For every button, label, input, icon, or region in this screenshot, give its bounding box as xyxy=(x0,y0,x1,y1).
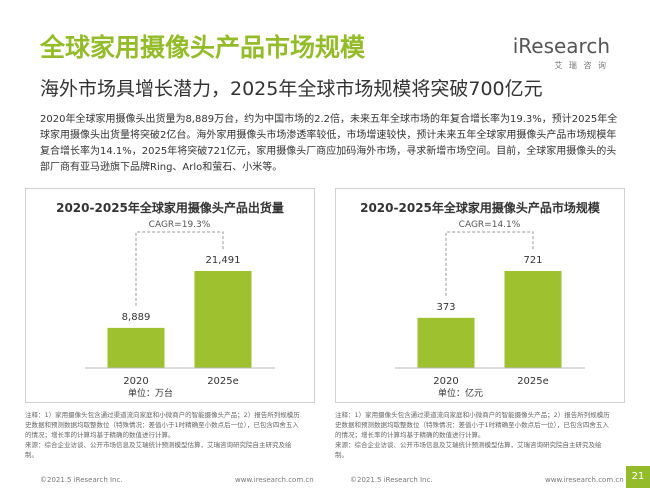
unit-label: 单位：万台 xyxy=(128,387,173,399)
value-label: 21,491 xyxy=(206,255,241,266)
cagr-bracket xyxy=(135,231,224,306)
logo: iResearch xyxy=(512,34,610,58)
value-label: 373 xyxy=(436,302,455,313)
chart-title: 2020-2025年全球家用摄像头产品市场规模 xyxy=(360,200,601,215)
x-tick-label: 2025e xyxy=(517,376,549,387)
chart-title: 2020-2025年全球家用摄像头产品出货量 xyxy=(56,200,284,215)
footer-left: ©2021.5 iResearch Inc. xyxy=(350,476,433,484)
bar xyxy=(504,271,562,368)
bar xyxy=(107,327,165,368)
cagr-label: CAGR=19.3% xyxy=(149,220,211,230)
logo-sub: 艾 瑞 咨 询 xyxy=(554,61,608,70)
value-label: 8,889 xyxy=(122,312,151,323)
cagr-label: CAGR=14.1% xyxy=(459,220,521,230)
bar xyxy=(194,271,252,368)
note: 注释：1）家用摄像头包含通过渠道流向家庭和小微商户的智能摄像头产品；2）报告所列… xyxy=(335,411,610,439)
footer-right: www.iresearch.com.cn xyxy=(545,476,624,484)
x-tick-label: 2025e xyxy=(207,376,239,387)
source: 来源：综合企业访谈、公开市场信息及艾瑞统计预测模型估算，艾瑞咨询研究院自主研究及… xyxy=(25,441,292,459)
chart-frame xyxy=(335,188,625,403)
chart: 2020-2025年全球家用摄像头产品市场规模 373 2020 721 2025e CA… xyxy=(335,188,625,403)
bar xyxy=(417,317,475,368)
footer-left: ©2021.5 iResearch Inc. xyxy=(40,476,123,484)
unit-label: 单位：亿元 xyxy=(438,387,483,399)
slide-title: 全球家用摄像头产品市场规模 xyxy=(40,33,366,62)
slide-subtitle: 海外市场具增长潜力，2025年全球市场规模将突破700亿元 xyxy=(40,78,543,100)
x-tick-label: 2020 xyxy=(433,376,458,387)
page-number: 21 xyxy=(626,466,650,488)
chart: 2020-2025年全球家用摄像头产品出货量 8,889 2020 21,491 202… xyxy=(25,188,315,403)
note: 注释：1）家用摄像头包含通过渠道流向家庭和小微商户的智能摄像头产品；2）报告所列… xyxy=(25,411,300,439)
chart-frame xyxy=(25,188,315,403)
source: 来源：综合企业访谈、公开市场信息及艾瑞统计预测模型估算，艾瑞咨询研究院自主研究及… xyxy=(335,441,602,459)
value-label: 721 xyxy=(523,255,542,266)
cagr-bracket xyxy=(445,231,534,296)
x-tick-label: 2020 xyxy=(123,376,148,387)
body-text: 2020年全球家用摄像头出货量为8,889万台，约为中国市场的2.2倍，未来五年… xyxy=(40,114,618,173)
footer-right: www.iresearch.com.cn xyxy=(235,476,314,484)
